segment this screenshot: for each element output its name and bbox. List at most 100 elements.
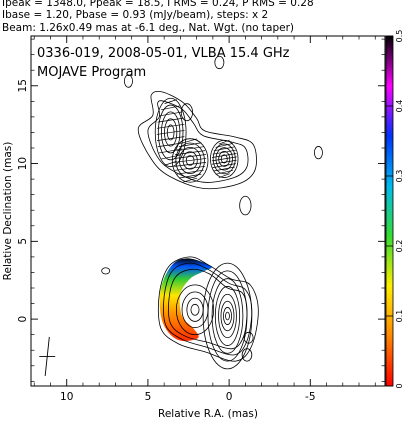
y-tick-label: 15	[17, 79, 29, 92]
x-tick-label: 10	[60, 391, 73, 403]
axis-ticks	[31, 36, 385, 386]
polarization-vector	[183, 138, 198, 144]
polarization-vector	[218, 173, 230, 179]
polarization-vector	[213, 146, 235, 152]
polarization-color-fill	[159, 258, 212, 342]
colorbar	[385, 35, 394, 387]
polarization-vector	[211, 156, 237, 162]
plot-frame	[30, 35, 386, 387]
header-beam-line: Beam: 1.26x0.49 mas at -6.1 deg., Nat. W…	[2, 22, 295, 34]
intensity-contours	[39, 55, 323, 376]
small-component-contour	[123, 74, 133, 88]
polarization-vector	[156, 123, 185, 129]
core-contour	[220, 300, 235, 332]
core-contour	[211, 278, 244, 354]
colorbar-tick-label: 0.3	[395, 170, 404, 183]
x-tick-label: 5	[145, 391, 152, 403]
upper-jet-contour	[166, 124, 175, 141]
x-tick-label: -5	[305, 391, 315, 403]
upper-jet-contour	[171, 138, 209, 183]
polarization-vector	[178, 142, 202, 148]
polarization-vector	[156, 136, 185, 141]
polarization-vector	[215, 169, 233, 175]
small-component-contour	[214, 55, 225, 70]
plot-content	[39, 55, 323, 376]
upper-jet-contour	[220, 154, 228, 164]
small-component-contour	[241, 348, 253, 362]
core-contour	[202, 262, 253, 370]
polarization-vector	[211, 153, 237, 158]
polarization-vector	[156, 130, 185, 135]
y-tick-label: 10	[17, 157, 29, 170]
small-component-contour	[243, 331, 254, 344]
polarization-vector	[175, 165, 206, 171]
y-axis-label: Relative Declination (mas)	[2, 142, 14, 281]
core-contour	[225, 311, 230, 321]
upper-jet-contour	[179, 146, 202, 174]
core-contour	[207, 270, 248, 362]
lower-outer-contour	[168, 268, 248, 350]
polarization-vector	[174, 154, 206, 159]
polarization-vector	[157, 117, 184, 123]
polarization-vector	[174, 162, 206, 167]
colorbar-tick-label: 0	[395, 383, 404, 388]
polarization-vector	[212, 163, 236, 168]
upper-jet-contour	[164, 118, 178, 147]
upper-jet-contour	[157, 104, 184, 161]
polarization-vector	[183, 177, 198, 183]
x-axis-label: Relative R.A. (mas)	[158, 408, 258, 420]
polarization-vector	[158, 111, 183, 117]
upper-jet-contour	[215, 147, 233, 171]
polarization-vector	[158, 148, 183, 154]
upper-jet-contour	[160, 111, 181, 154]
upper-jet-contour	[175, 142, 205, 179]
colorbar-ticks: 0 0.1 0.2 0.3 0.4 0.5	[386, 30, 404, 389]
polarization-vector	[212, 149, 236, 155]
y-tick-label: 5	[17, 238, 29, 245]
polarization-vector	[164, 99, 177, 104]
axis-tick-labels: 10 5 0 -5 15 10 5 0	[17, 79, 316, 403]
lower-outer-contour	[163, 262, 253, 356]
core-contour	[214, 286, 241, 346]
colorbar-tick-label: 0.2	[395, 240, 404, 253]
polarization-vector	[211, 159, 237, 165]
polarization-vector	[174, 158, 207, 163]
upper-jet-contour	[212, 143, 236, 175]
colorbar-tick-label: 0.4	[395, 100, 404, 113]
lower-outer-contour	[157, 256, 259, 362]
colorbar-tick-label: 0.1	[395, 310, 404, 323]
small-component-contour	[101, 267, 111, 275]
header-peak-line: Ipeak = 1348.0, Ppeak = 18.5, I RMS = 0.…	[2, 0, 314, 9]
x-tick-label: 0	[226, 391, 233, 403]
polarization-vector	[176, 169, 204, 175]
map-subtitle: MOJAVE Program	[37, 65, 146, 80]
polarization-vector	[215, 143, 233, 148]
header-base-line: Ibase = 1.20, Pbase = 0.93 (mJy/beam), s…	[2, 9, 269, 21]
polarization-vector	[213, 166, 235, 172]
polarization-vector	[218, 139, 230, 145]
knot-contour	[186, 297, 204, 322]
core-contour	[223, 307, 232, 325]
polarization-vector	[176, 146, 204, 152]
knot-contour	[181, 291, 209, 329]
upper-jet-contour	[182, 151, 198, 170]
upper-jet-contour	[218, 151, 231, 167]
small-component-contour	[180, 103, 193, 122]
polarization-vector	[160, 105, 181, 111]
upper-outer-contour	[137, 90, 257, 190]
polarization-vector	[164, 160, 177, 166]
core-contour	[218, 293, 237, 339]
colorbar-tick-label: 0.5	[395, 30, 404, 43]
polarization-vector	[178, 173, 202, 179]
polarization-vector	[175, 150, 206, 155]
knot-contour	[190, 303, 200, 316]
polarization-vector	[160, 154, 181, 160]
y-tick-label: 0	[17, 316, 29, 323]
upper-jet-contour	[185, 155, 195, 166]
upper-jet-contour	[210, 139, 239, 178]
small-component-contour	[313, 146, 323, 160]
upper-jet-contour	[154, 97, 187, 168]
small-component-contour	[239, 195, 252, 216]
map-title: 0336-019, 2008-05-01, VLBA 15.4 GHz	[37, 46, 290, 61]
upper-outer-contour	[147, 100, 249, 183]
